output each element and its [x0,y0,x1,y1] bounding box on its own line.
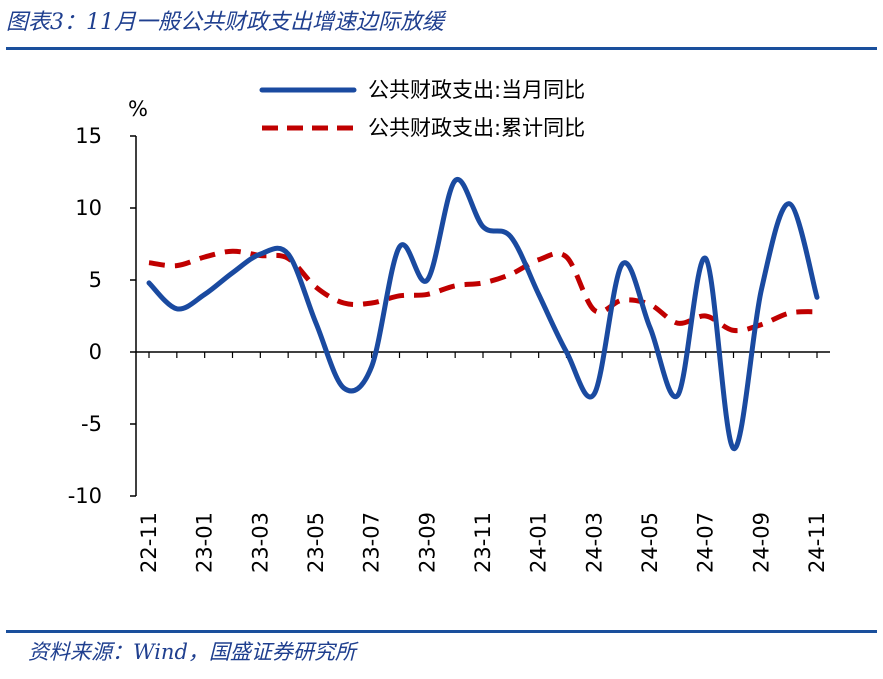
source-note: 资料来源：Wind，国盛证券研究所 [28,640,356,664]
x-tick-label: 23-05 [304,512,328,573]
x-tick-label: 24-07 [694,512,718,573]
y-tick-label: -5 [81,412,102,436]
y-unit-label: % [128,97,148,121]
y-tick-label: 0 [89,340,102,364]
x-tick-label: 23-07 [360,512,384,573]
x-tick-label: 23-03 [248,512,272,573]
x-tick-label: 22-11 [137,512,161,573]
chart-title: 图表3：11月一般公共财政支出增速边际放缓 [6,10,444,35]
series-line-monthly [146,177,820,452]
x-tick-label: 24-01 [527,512,551,573]
x-tick-label: 24-05 [638,512,662,573]
y-tick-label: 5 [89,268,102,292]
y-tick-label: -10 [68,484,102,508]
y-tick-label: 10 [75,196,102,220]
x-tick-label: 24-11 [805,512,829,573]
x-tick-label: 23-01 [193,512,217,573]
legend-label: 公共财政支出:累计同比 [368,116,585,140]
legend-label: 公共财政支出:当月同比 [368,78,585,102]
x-tick-label: 23-09 [415,512,439,573]
x-tick-label: 23-11 [471,512,495,573]
x-tick-label: 24-09 [749,512,773,573]
x-tick-label: 24-03 [582,512,606,573]
source-rule [6,630,877,633]
title-rule [6,47,877,50]
y-tick-label: 15 [75,124,102,148]
